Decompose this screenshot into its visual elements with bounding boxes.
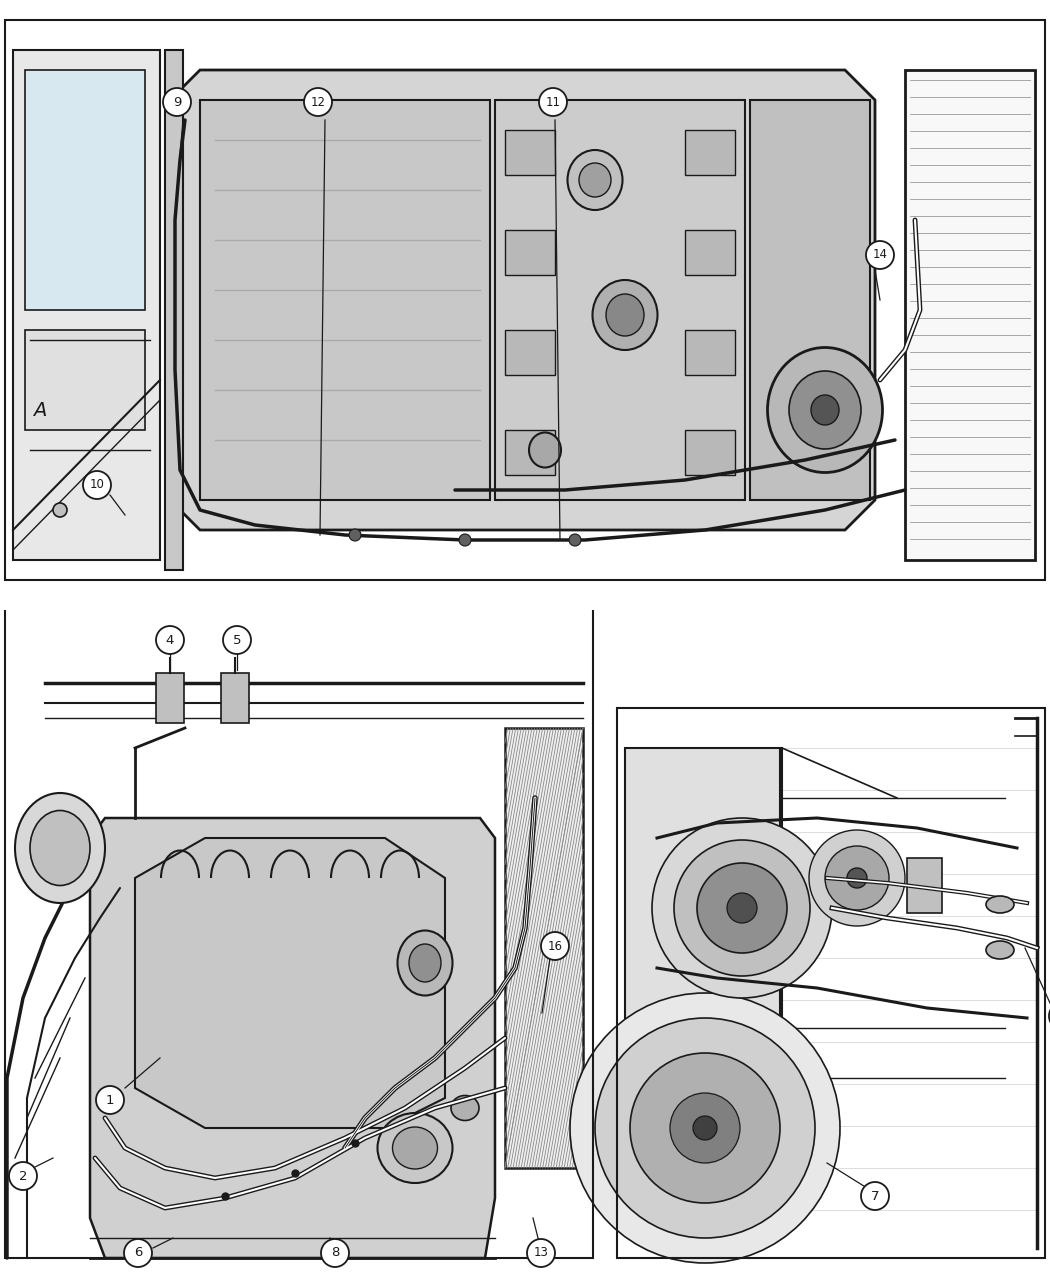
Ellipse shape [670,1093,740,1163]
Ellipse shape [579,163,611,198]
Text: 6: 6 [133,1247,142,1260]
Text: 11: 11 [546,96,561,108]
Bar [617,708,1045,1258]
Ellipse shape [570,993,840,1264]
Ellipse shape [595,1017,815,1238]
Ellipse shape [727,892,757,923]
Ellipse shape [789,371,861,449]
Text: 14: 14 [873,249,887,261]
Bar [25,330,145,430]
Ellipse shape [393,1127,438,1169]
Circle shape [539,88,567,116]
Text: 13: 13 [533,1247,548,1260]
Ellipse shape [986,941,1014,959]
Bar [495,99,746,500]
Bar [25,70,145,310]
Bar [907,858,942,913]
Ellipse shape [847,868,867,887]
Text: 4: 4 [166,634,174,646]
Polygon shape [90,819,495,1258]
Text: A: A [34,400,46,419]
Bar [505,728,583,1168]
Circle shape [124,1239,152,1267]
Bar [905,70,1035,560]
Ellipse shape [567,150,623,210]
Bar [750,99,870,500]
Circle shape [96,1086,124,1114]
Circle shape [527,1239,555,1267]
Polygon shape [13,50,160,560]
Circle shape [321,1239,349,1267]
Ellipse shape [378,1113,453,1183]
Circle shape [163,88,191,116]
Ellipse shape [52,504,67,516]
Polygon shape [135,838,445,1128]
Text: 16: 16 [547,940,563,952]
Text: 7: 7 [870,1190,879,1202]
Bar [5,598,593,1258]
Ellipse shape [15,793,105,903]
Bar [625,748,780,1218]
Bar [220,673,249,723]
Bar [685,330,735,375]
Bar [5,20,1045,580]
Ellipse shape [569,534,581,546]
Bar [685,430,735,476]
Circle shape [156,626,184,654]
Text: 10: 10 [89,478,104,491]
Ellipse shape [398,931,453,996]
Circle shape [541,932,569,960]
Ellipse shape [452,1095,479,1121]
Ellipse shape [630,1053,780,1204]
Circle shape [83,470,111,499]
Circle shape [223,626,251,654]
Bar [685,230,735,275]
Ellipse shape [606,295,644,337]
Ellipse shape [652,819,832,998]
Circle shape [861,1182,889,1210]
Ellipse shape [697,863,788,952]
Bar [156,673,184,723]
Bar [200,99,490,500]
Polygon shape [170,70,875,530]
Ellipse shape [811,395,839,425]
Text: 8: 8 [331,1247,339,1260]
Bar [165,50,183,570]
Bar [505,130,555,175]
Ellipse shape [459,534,471,546]
Bar [5,598,593,1258]
Ellipse shape [592,280,657,351]
Ellipse shape [349,529,361,541]
Bar [685,130,735,175]
Bar [505,430,555,476]
Circle shape [9,1162,37,1190]
Ellipse shape [693,1116,717,1140]
Circle shape [304,88,332,116]
Ellipse shape [674,840,810,975]
Bar [5,20,1045,580]
Bar [617,708,1045,1258]
Bar [0,581,1050,609]
Bar [505,330,555,375]
Text: 9: 9 [173,96,182,108]
Ellipse shape [529,432,561,468]
Text: 2: 2 [19,1169,27,1182]
Ellipse shape [825,847,889,910]
Text: 5: 5 [233,634,242,646]
Text: 12: 12 [311,96,326,108]
Ellipse shape [768,348,882,473]
Ellipse shape [986,896,1014,913]
Ellipse shape [30,811,90,886]
Bar [505,230,555,275]
Text: 1: 1 [106,1094,114,1107]
Ellipse shape [410,944,441,982]
Circle shape [866,241,894,269]
Ellipse shape [808,830,905,926]
